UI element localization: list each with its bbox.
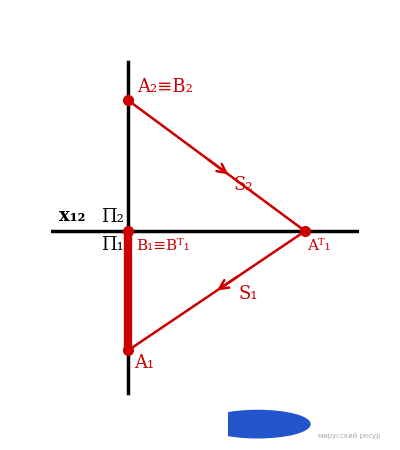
Text: Π₂: Π₂ [101, 208, 124, 226]
Text: Π₁: Π₁ [102, 236, 124, 254]
Text: S₁: S₁ [238, 285, 258, 303]
Text: S₂: S₂ [233, 176, 253, 194]
Text: intellecticu: intellecticu [318, 415, 384, 425]
Text: B₁≡Bᵀ₁: B₁≡Bᵀ₁ [136, 239, 190, 253]
Text: Aᵀ₁: Aᵀ₁ [307, 239, 330, 253]
Text: x₁₂: x₁₂ [59, 207, 85, 225]
Text: A₂≡B₂: A₂≡B₂ [137, 78, 193, 96]
Circle shape [205, 410, 310, 438]
Text: A₁: A₁ [134, 354, 154, 372]
Text: мирусский ресур: мирусский ресур [318, 433, 381, 439]
